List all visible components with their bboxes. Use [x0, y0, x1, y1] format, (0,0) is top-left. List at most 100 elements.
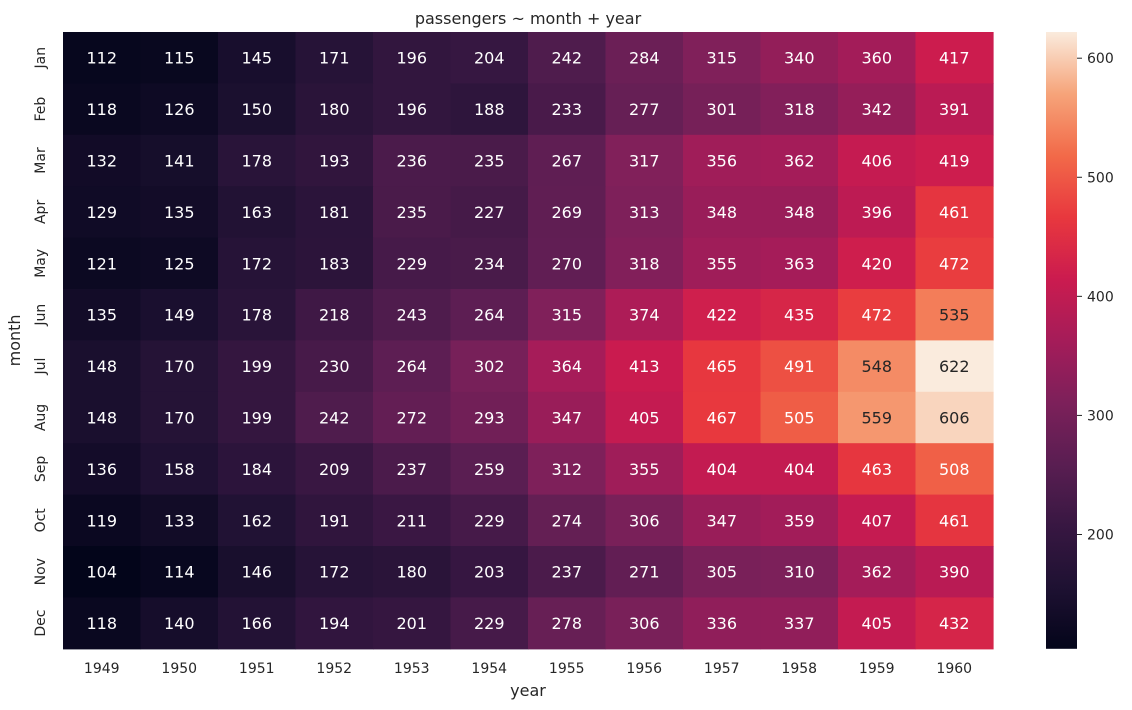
cell-value-label: 336: [706, 614, 737, 633]
cell-value-label: 269: [551, 203, 582, 222]
cell-value-label: 355: [706, 254, 737, 273]
heatmap-cell-apr-1950: [140, 186, 219, 239]
heatmap-cell-dec-1958: [760, 597, 839, 650]
cell-value-label: 356: [706, 152, 737, 171]
cell-value-label: 121: [86, 254, 117, 273]
cell-value-label: 315: [706, 49, 737, 68]
heatmap-cell-aug-1951: [218, 391, 297, 444]
cell-value-label: 112: [86, 49, 117, 68]
cell-value-label: 407: [861, 511, 892, 530]
cell-value-label: 406: [861, 152, 892, 171]
heatmap-cell-dec-1956: [605, 597, 684, 650]
heatmap-cell-dec-1951: [218, 597, 297, 650]
x-tick-label-1950: 1950: [161, 661, 197, 677]
cell-value-label: 170: [164, 357, 195, 376]
heatmap-cell-jul-1955: [528, 340, 607, 393]
cell-value-label: 317: [629, 152, 660, 171]
heatmap-cell-jan-1954: [450, 32, 529, 84]
cell-value-label: 508: [939, 460, 970, 479]
cell-value-label: 181: [319, 203, 350, 222]
cell-value-label: 135: [86, 306, 117, 325]
cell-value-label: 413: [629, 357, 660, 376]
heatmap-cell-may-1958: [760, 237, 839, 290]
cell-value-label: 337: [784, 614, 815, 633]
heatmap-cell-aug-1960: [915, 391, 994, 444]
cell-value-label: 209: [319, 460, 350, 479]
cell-value-label: 135: [164, 203, 195, 222]
y-tick-label-dec: Dec: [33, 610, 49, 637]
cell-value-label: 306: [629, 614, 660, 633]
cell-value-label: 136: [86, 460, 117, 479]
cell-value-label: 396: [861, 203, 892, 222]
heatmap-cell-aug-1952: [295, 391, 374, 444]
heatmap-cell-may-1960: [915, 237, 994, 290]
x-tick-label-1960: 1960: [936, 661, 972, 677]
heatmap-cell-jun-1955: [528, 289, 607, 341]
cell-value-label: 235: [474, 152, 505, 171]
cell-value-label: 420: [861, 254, 892, 273]
cell-value-label: 264: [474, 306, 505, 325]
y-tick-labels: Jan Feb Mar Apr May Jun Jul Aug Sep Oct Nov Dec: [33, 47, 49, 637]
cell-value-label: 115: [164, 49, 195, 68]
heatmap-cell-nov-1956: [605, 546, 684, 598]
heatmap-cell-sep-1957: [683, 443, 762, 496]
y-tick-label-apr: Apr: [33, 200, 49, 224]
cell-value-label: 170: [164, 409, 195, 428]
heatmap-cell-apr-1957: [683, 186, 762, 239]
colorbar-tick-label-600: 600: [1087, 51, 1114, 67]
heatmap-cell-jun-1960: [915, 289, 994, 341]
heatmap-cell-jul-1958: [760, 340, 839, 393]
cell-value-label: 126: [164, 100, 195, 119]
cell-value-label: 348: [706, 203, 737, 222]
cell-value-label: 435: [784, 306, 815, 325]
heatmap-cell-jul-1954: [450, 340, 529, 393]
cell-value-label: 284: [629, 49, 660, 68]
heatmap-cell-jul-1951: [218, 340, 297, 393]
x-tick-label-1951: 1951: [239, 661, 275, 677]
heatmap-cell-jul-1956: [605, 340, 684, 393]
heatmap-cell-feb-1956: [605, 83, 684, 136]
x-tick-label-1952: 1952: [316, 661, 352, 677]
x-tick-label-1953: 1953: [394, 661, 430, 677]
heatmap-cell-sep-1949: [63, 443, 142, 496]
heatmap-cell-aug-1950: [140, 391, 219, 444]
cell-value-label: 467: [706, 409, 737, 428]
heatmap-cell-aug-1957: [683, 391, 762, 444]
y-tick-label-jul: Jul: [33, 358, 49, 376]
cell-value-label: 293: [474, 409, 505, 428]
heatmap-cells: 112 115 145 171 196 204 242 284 315 340 360 417 118 1…: [63, 32, 994, 650]
heatmap-cell-mar-1960: [915, 134, 994, 187]
heatmap-cell-jan-1960: [915, 32, 994, 84]
cell-value-label: 236: [396, 152, 427, 171]
heatmap-cell-sep-1951: [218, 443, 297, 496]
heatmap-cell-dec-1952: [295, 597, 374, 650]
y-axis-label: month: [5, 314, 24, 366]
heatmap-cell-dec-1954: [450, 597, 529, 650]
heatmap-cell-dec-1949: [63, 597, 142, 650]
cell-value-label: 184: [241, 460, 272, 479]
y-tick-label-feb: Feb: [33, 97, 49, 122]
cell-value-label: 417: [939, 49, 970, 68]
cell-value-label: 166: [241, 614, 272, 633]
x-tick-label-1954: 1954: [471, 661, 507, 677]
heatmap-cell-jun-1954: [450, 289, 529, 341]
cell-value-label: 301: [706, 100, 737, 119]
heatmap-cell-jun-1957: [683, 289, 762, 341]
heatmap-cell-jun-1959: [838, 289, 917, 341]
cell-value-label: 104: [86, 563, 117, 582]
x-axis-label: year: [510, 681, 546, 700]
cell-value-label: 272: [396, 409, 427, 428]
cell-value-label: 362: [861, 563, 892, 582]
heatmap-cell-jan-1949: [63, 32, 142, 84]
cell-value-label: 229: [474, 614, 505, 633]
cell-value-label: 158: [164, 460, 195, 479]
heatmap-cell-jan-1950: [140, 32, 219, 84]
heatmap-cell-aug-1949: [63, 391, 142, 444]
colorbar-gradient: [1046, 32, 1077, 649]
cell-value-label: 172: [241, 254, 272, 273]
cell-value-label: 229: [396, 254, 427, 273]
heatmap-cell-mar-1953: [373, 134, 452, 187]
cell-value-label: 391: [939, 100, 970, 119]
cell-value-label: 264: [396, 357, 427, 376]
